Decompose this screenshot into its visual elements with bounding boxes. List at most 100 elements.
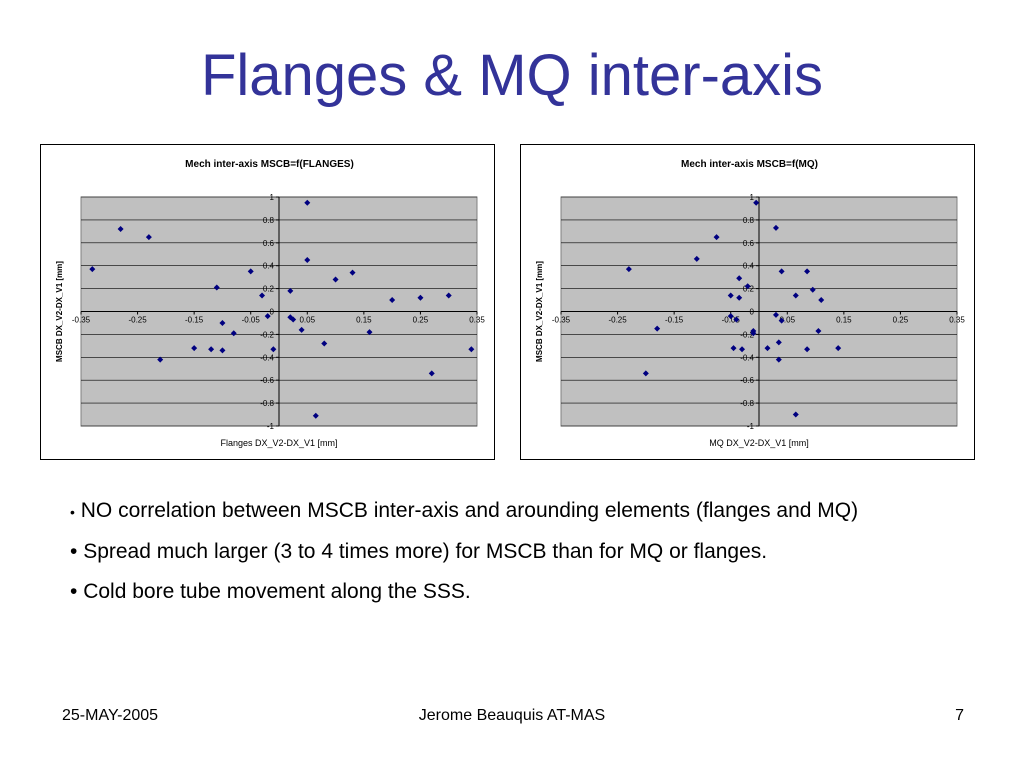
x-tick-label: 0.25 — [413, 316, 429, 325]
data-point — [727, 292, 734, 299]
data-point — [264, 313, 271, 320]
data-point — [750, 330, 757, 337]
data-point — [809, 286, 816, 293]
data-point — [835, 345, 842, 352]
data-point — [764, 345, 771, 352]
bullet-marker: • — [70, 504, 75, 520]
data-point — [321, 340, 328, 347]
y-tick-label: -0.8 — [740, 399, 754, 408]
data-point — [730, 345, 737, 352]
data-point — [89, 266, 96, 273]
data-point — [727, 313, 734, 320]
y-tick-label: -0.4 — [260, 353, 274, 362]
y-tick-label: -1 — [267, 422, 275, 431]
x-tick-label: -0.15 — [665, 316, 684, 325]
bullet-list: • NO correlation between MSCB inter-axis… — [70, 496, 950, 617]
y-tick-label: 0.4 — [743, 262, 755, 271]
y-tick-label: -0.2 — [260, 330, 274, 339]
data-point — [753, 199, 760, 206]
data-point — [304, 256, 311, 263]
data-point — [117, 226, 124, 233]
x-tick-label: 0.35 — [469, 316, 485, 325]
data-point — [445, 292, 452, 299]
data-point — [772, 224, 779, 231]
x-tick-label: -0.25 — [128, 316, 147, 325]
y-axis-label: MSCB DX_V2-DX_V1 [mm] — [535, 261, 544, 362]
y-tick-label: -0.6 — [740, 376, 754, 385]
bullet-text: Spread much larger (3 to 4 times more) f… — [83, 540, 768, 563]
data-point — [804, 346, 811, 353]
y-tick-label: -0.4 — [740, 353, 754, 362]
x-tick-label: 0.25 — [893, 316, 909, 325]
data-point — [792, 411, 799, 418]
y-tick-label: -0.2 — [740, 330, 754, 339]
y-tick-label: 0.2 — [743, 285, 755, 294]
data-point — [298, 326, 305, 333]
data-point — [417, 294, 424, 301]
data-point — [736, 275, 743, 282]
x-tick-label: 0.15 — [356, 316, 372, 325]
data-point — [259, 292, 266, 299]
data-point — [818, 297, 825, 304]
data-point — [778, 317, 785, 324]
data-point — [654, 325, 661, 332]
y-tick-label: -0.6 — [260, 376, 274, 385]
x-tick-label: -0.25 — [608, 316, 627, 325]
x-tick-label: 0.05 — [299, 316, 315, 325]
data-point — [713, 234, 720, 241]
bullet-text: NO correlation between MSCB inter-axis a… — [80, 499, 859, 522]
data-point — [270, 346, 277, 353]
data-point — [772, 311, 779, 318]
chart-title: Mech inter-axis MSCB=f(FLANGES) — [185, 159, 354, 170]
x-tick-label: 0.15 — [836, 316, 852, 325]
chart-mq-svg: Mech inter-axis MSCB=f(MQ) -1 -0.8 -0.6 -0.4… — [535, 159, 965, 448]
data-point — [468, 346, 475, 353]
bullet-marker: • — [70, 580, 78, 603]
y-tick-label: 0.8 — [263, 216, 275, 225]
data-point — [693, 255, 700, 262]
data-point — [230, 330, 237, 337]
chart-flanges: Mech inter-axis MSCB=f(FLANGES) -1 -0.8 -0.… — [40, 144, 495, 460]
data-point — [625, 266, 632, 273]
data-point — [247, 268, 254, 275]
data-point — [744, 283, 751, 290]
y-tick-label: 0 — [270, 308, 275, 317]
chart-flanges-svg: Mech inter-axis MSCB=f(FLANGES) -1 -0.8 -0.… — [55, 159, 485, 448]
data-point — [739, 346, 746, 353]
data-point — [219, 319, 226, 326]
y-axis-label: MSCB DX_V2-DX_V1 [mm] — [55, 261, 64, 362]
chart-mq: Mech inter-axis MSCB=f(MQ) -1 -0.8 -0.6 -0.4… — [520, 144, 975, 460]
footer-author: Jerome Beauquis AT-MAS — [418, 707, 606, 724]
data-point — [736, 294, 743, 301]
y-tick-label: -0.8 — [260, 399, 274, 408]
bullet-text: Cold bore tube movement along the SSS. — [83, 580, 471, 603]
data-point — [815, 327, 822, 334]
data-point — [778, 268, 785, 275]
data-point — [332, 276, 339, 283]
y-tick-label: 0.6 — [743, 239, 755, 248]
x-tick-label: -0.35 — [552, 316, 571, 325]
data-point — [349, 269, 356, 276]
data-point — [804, 268, 811, 275]
data-point — [290, 316, 297, 323]
data-point — [208, 346, 215, 353]
y-tick-label: 0.4 — [263, 262, 275, 271]
x-tick-label: 0.35 — [949, 316, 965, 325]
y-tick-label: 0.2 — [263, 285, 275, 294]
bullet-item-1: • NO correlation between MSCB inter-axis… — [70, 496, 950, 527]
x-tick-label: 0.05 — [779, 316, 795, 325]
data-point — [428, 370, 435, 377]
data-point — [219, 347, 226, 354]
y-tick-label: 0.6 — [263, 239, 275, 248]
slide-title: Flanges & MQ inter-axis — [200, 43, 824, 108]
x-axis-label: MQ DX_V2-DX_V1 [mm] — [709, 438, 809, 448]
data-point — [287, 287, 294, 294]
x-tick-label: -0.15 — [185, 316, 204, 325]
y-tick-label: 0.8 — [743, 216, 755, 225]
data-point — [157, 356, 164, 363]
y-tick-label: 0 — [750, 308, 755, 317]
x-tick-label: -0.05 — [722, 316, 741, 325]
x-tick-label: -0.05 — [242, 316, 261, 325]
data-point — [213, 284, 220, 291]
y-tick-label: 1 — [750, 193, 755, 202]
